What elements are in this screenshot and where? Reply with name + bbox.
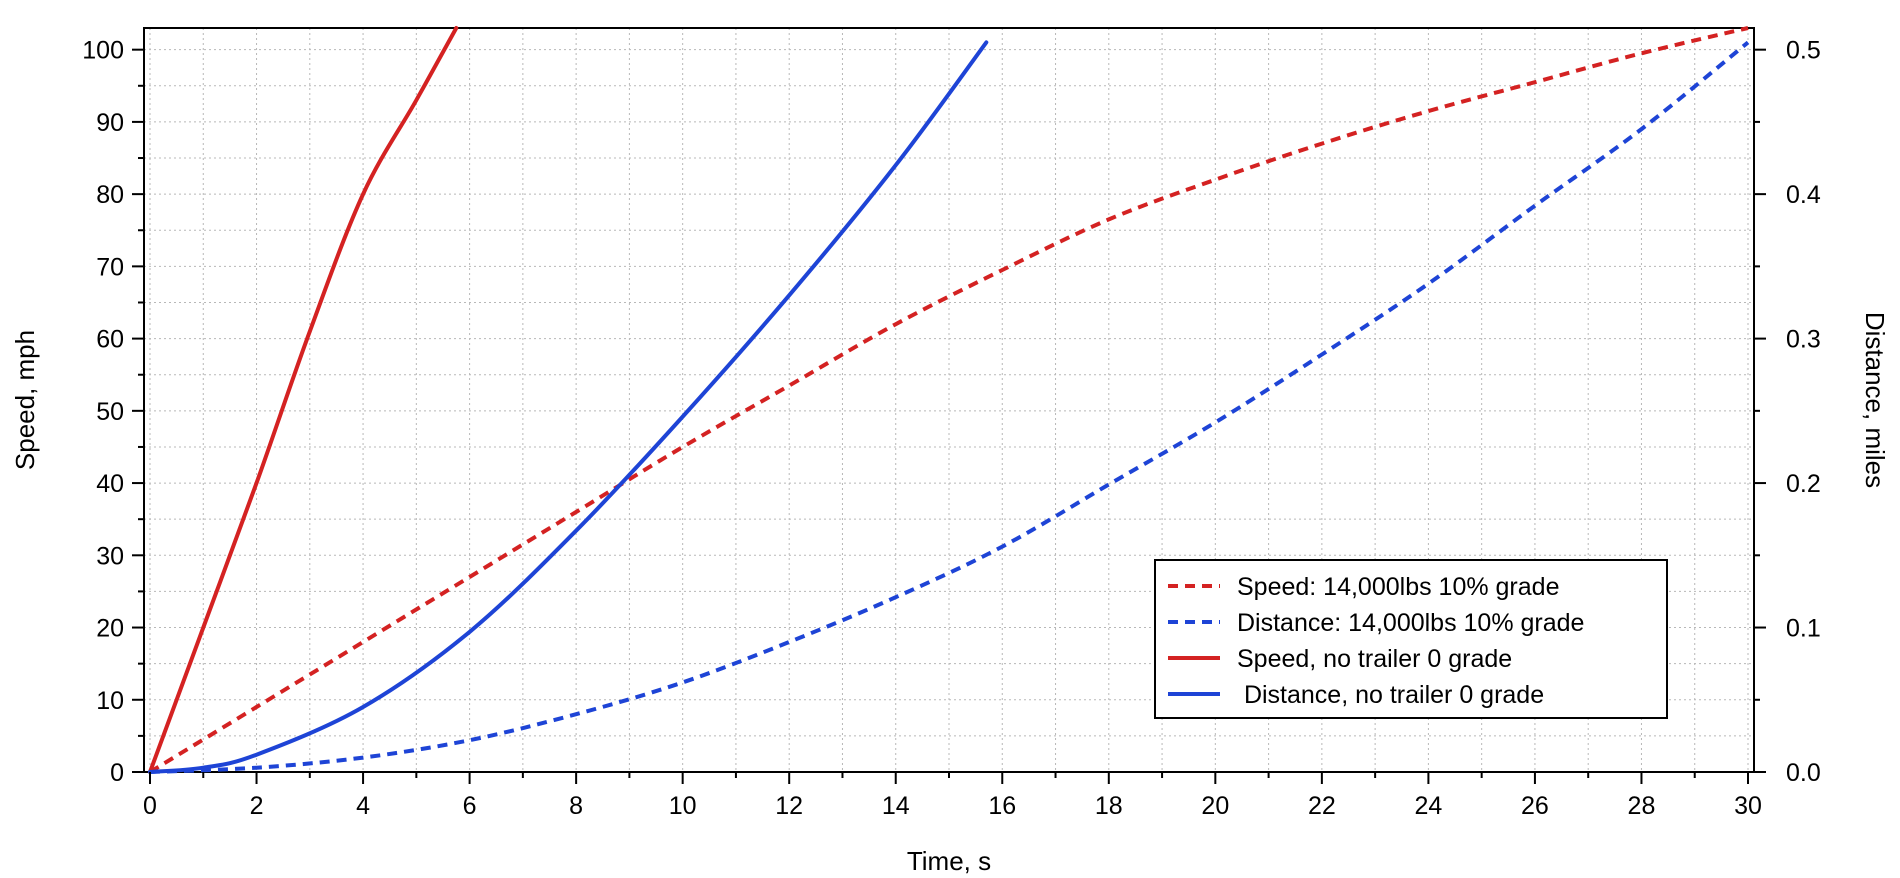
y-left-tick-label: 70: [96, 253, 124, 281]
x-tick-label: 30: [1734, 792, 1762, 820]
x-tick-label: 28: [1628, 792, 1656, 820]
series-layer: [148, 26, 1750, 774]
legend-label-1: Speed: 14,000lbs 10% grade: [1237, 573, 1559, 601]
y-right-axis-title: Distance, miles: [1860, 312, 1890, 488]
series-line-1: [148, 26, 1749, 774]
y-left-tick-label: 10: [96, 687, 124, 715]
y-right-tick-label: 0.0: [1786, 759, 1821, 787]
legend-label-4: Distance, no trailer 0 grade: [1237, 681, 1544, 709]
x-tick-label: 6: [463, 792, 477, 820]
x-tick-label: 12: [775, 792, 803, 820]
legend: Speed: 14,000lbs 10% grade Distance: 14,0…: [1154, 559, 1668, 719]
legend-label-3: Speed, no trailer 0 grade: [1237, 645, 1512, 673]
x-tick-label: 2: [250, 792, 264, 820]
y-right-tick-label: 0.1: [1786, 615, 1821, 643]
x-axis-title: Time, s: [907, 846, 991, 876]
series-line-3: [148, 26, 459, 774]
y-right-tick-label: 0.4: [1786, 181, 1821, 209]
series-line-4: [148, 40, 989, 774]
y-left-tick-label: 50: [96, 398, 124, 426]
series-line-2: [149, 40, 1750, 774]
x-tick-label: 24: [1414, 792, 1442, 820]
y-right-tick-label: 0.3: [1786, 326, 1821, 354]
y-left-tick-label: 90: [96, 109, 124, 137]
y-left-tick-label: 20: [96, 615, 124, 643]
x-tick-label: 20: [1201, 792, 1229, 820]
y-left-tick-label: 40: [96, 470, 124, 498]
y-left-tick-label: 100: [82, 37, 124, 65]
x-tick-label: 14: [882, 792, 910, 820]
legend-box: [1154, 559, 1668, 719]
x-tick-label: 16: [988, 792, 1016, 820]
y-left-tick-label: 60: [96, 326, 124, 354]
x-tick-label: 10: [669, 792, 697, 820]
y-left-axis-title: Speed, mph: [10, 330, 40, 470]
y-left-tick-label: 30: [96, 542, 124, 570]
x-tick-label: 18: [1095, 792, 1123, 820]
x-tick-label: 26: [1521, 792, 1549, 820]
axes-layer: 0 2 4 6 8 10 12 14 16 18 20 22 24 26 28 300102030405060…: [82, 37, 1821, 820]
x-tick-label: 8: [569, 792, 583, 820]
legend-label-2: Distance: 14,000lbs 10% grade: [1237, 609, 1584, 637]
x-tick-label: 22: [1308, 792, 1336, 820]
y-right-tick-label: 0.5: [1786, 37, 1821, 65]
x-tick-label: 4: [356, 792, 370, 820]
x-tick-label: 0: [143, 792, 157, 820]
y-left-tick-label: 0: [110, 759, 124, 787]
y-right-tick-label: 0.2: [1786, 470, 1821, 498]
y-left-tick-label: 80: [96, 181, 124, 209]
